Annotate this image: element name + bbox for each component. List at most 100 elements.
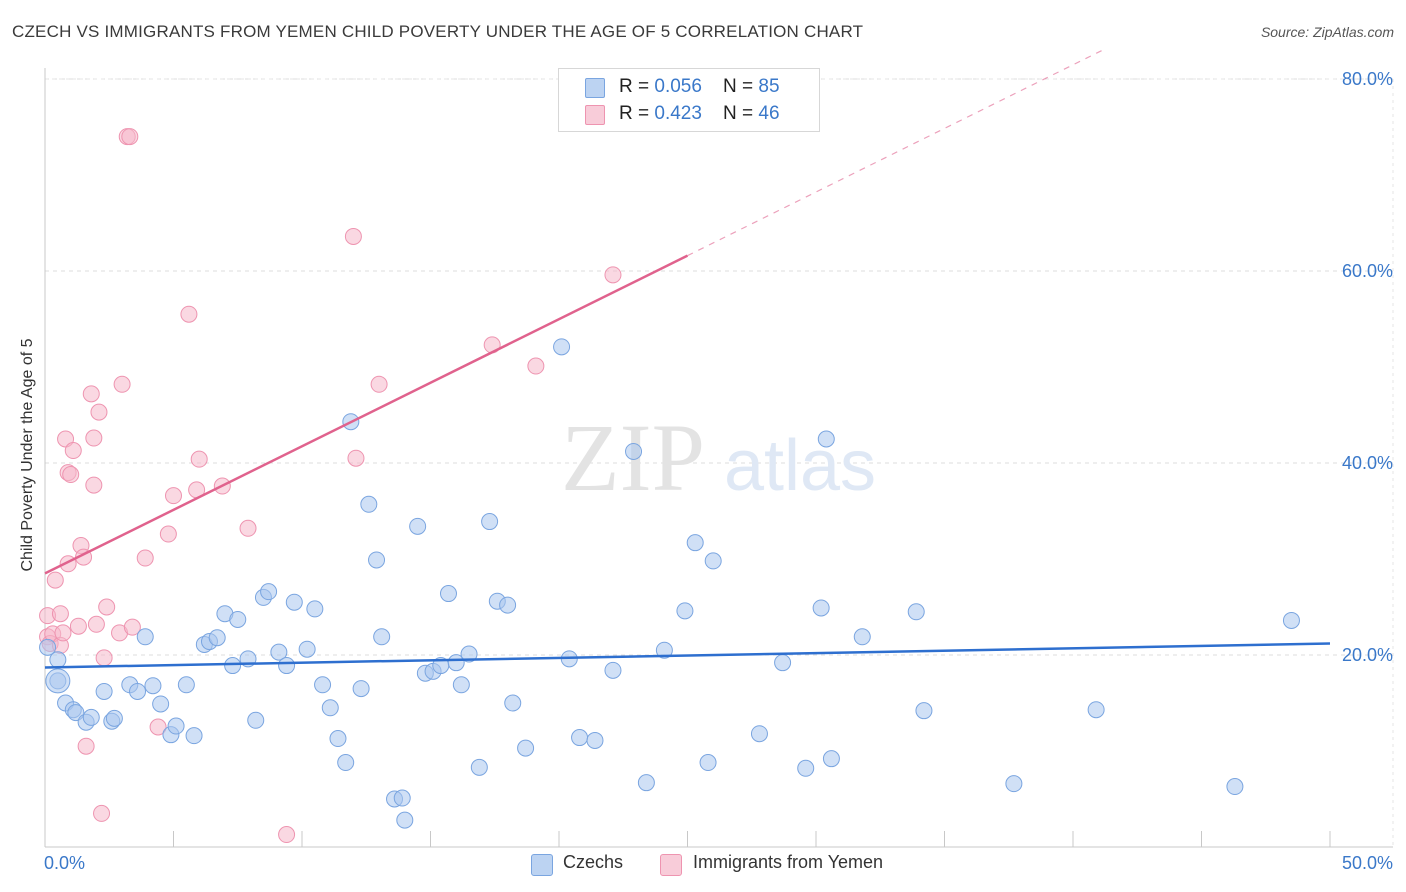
czech-point	[360, 495, 378, 513]
czech-point	[39, 638, 57, 656]
watermark-atlas: atlas	[724, 426, 876, 506]
czech-point	[136, 628, 154, 646]
czech-point	[368, 551, 386, 569]
czech-point	[907, 603, 925, 621]
czech-point	[352, 680, 370, 698]
legend-yemen-r-label: R =	[619, 103, 655, 124]
legend-yemen-r-value: 0.423	[654, 103, 702, 124]
czech-point	[167, 717, 185, 735]
yemen-point	[46, 571, 64, 589]
czech-point	[298, 640, 316, 658]
yemen-point	[190, 450, 208, 468]
czech-point	[321, 699, 339, 717]
yemen-point	[370, 375, 388, 393]
czech-point	[504, 694, 522, 712]
yemen-point	[98, 598, 116, 616]
yemen-point	[69, 617, 87, 635]
chart-title: CZECH VS IMMIGRANTS FROM YEMEN CHILD POV…	[12, 22, 864, 41]
czech-point	[260, 583, 278, 601]
czech-point	[177, 676, 195, 694]
czech-point	[481, 513, 499, 531]
yemen-point	[54, 624, 72, 642]
czech-point	[337, 754, 355, 772]
czech-point	[278, 657, 296, 675]
czech-point	[49, 651, 67, 669]
yemen-trend-line	[44, 254, 689, 575]
yemen-point	[77, 737, 95, 755]
yemen-point	[121, 128, 139, 146]
czech-point	[1005, 775, 1023, 793]
yemen-point	[239, 519, 257, 537]
legend: R = 0.056 N = 85 R = 0.423 N = 46	[558, 68, 820, 132]
yemen-point	[62, 466, 80, 484]
czech-point	[797, 759, 815, 777]
legend-yemen-n-value: 46	[758, 103, 780, 124]
axes	[44, 68, 1393, 848]
czech-point	[812, 599, 830, 617]
czech-point	[208, 629, 226, 647]
czech-point	[460, 645, 478, 663]
czech-point	[105, 709, 123, 727]
y-tick-label: 60.0%	[1342, 261, 1393, 281]
yemen-point	[344, 227, 362, 245]
yemen-point	[527, 357, 545, 375]
czech-point	[185, 727, 203, 745]
trend-lines	[44, 47, 1331, 669]
czech-point	[704, 552, 722, 570]
tick-labels: 20.0% 40.0% 60.0% 80.0% 0.0% 50.0%	[44, 69, 1393, 873]
yemen-point	[604, 266, 622, 284]
czech-point	[625, 442, 643, 460]
czech-point	[95, 682, 113, 700]
czech-point	[329, 730, 347, 748]
czech-point	[750, 725, 768, 743]
czech-point	[229, 610, 247, 628]
czech-point	[822, 750, 840, 768]
czech-point	[586, 731, 604, 749]
czech-point	[774, 654, 792, 672]
czech-point	[604, 661, 622, 679]
legend-czech-n-value: 85	[758, 76, 780, 97]
bottom-legend-swatch-czech	[531, 854, 553, 876]
yemen-point	[113, 375, 131, 393]
yemen-point	[136, 549, 154, 567]
yemen-point	[85, 429, 103, 447]
x-tick-label-max: 50.0%	[1342, 853, 1393, 873]
gridlines	[45, 78, 1394, 847]
czech-point	[915, 702, 933, 720]
yemen-point	[165, 487, 182, 505]
yemen-point	[347, 449, 365, 467]
czech-point	[144, 677, 162, 695]
czech-point	[699, 754, 717, 772]
yemen-point	[149, 718, 167, 736]
czech-point	[553, 338, 571, 356]
czech-point	[655, 641, 673, 659]
yemen-point	[123, 618, 141, 636]
czech-point	[637, 774, 655, 792]
czech-point	[82, 708, 100, 726]
czech-point	[129, 682, 147, 700]
legend-czech-r-value: 0.056	[654, 76, 702, 97]
czech-point	[306, 600, 324, 618]
yemen-point	[95, 649, 113, 667]
czech-point	[452, 676, 470, 694]
czech-point	[1087, 701, 1105, 719]
y-tick-label: 40.0%	[1342, 453, 1393, 473]
yemen-point	[64, 442, 82, 460]
legend-czech-n-label: N =	[723, 76, 759, 97]
czech-point	[270, 643, 288, 661]
czech-point	[393, 789, 411, 807]
bottom-legend-czech: Czechs	[563, 852, 624, 872]
czech-point	[1282, 611, 1300, 629]
czech-point	[470, 758, 488, 776]
czech-point	[314, 676, 332, 694]
czech-trend-line	[44, 642, 1331, 669]
yemen-point	[51, 605, 69, 623]
y-tick-label: 20.0%	[1342, 645, 1393, 665]
czech-point	[152, 695, 170, 713]
czech-point	[285, 593, 303, 611]
czech-point	[517, 739, 535, 757]
yemen-trend-extension	[687, 47, 1107, 257]
legend-yemen-n-label: N =	[723, 103, 759, 124]
yemen-point	[82, 385, 100, 403]
